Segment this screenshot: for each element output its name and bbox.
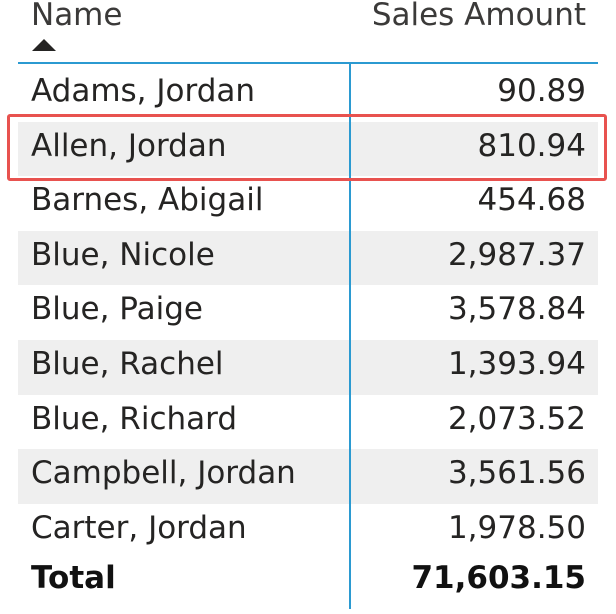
sort-ascending-icon[interactable]: [32, 39, 56, 51]
cell-sales-amount: 3,561.56: [447, 455, 586, 492]
table-row[interactable]: Barnes, Abigail 454.68: [18, 176, 598, 231]
table-row[interactable]: Blue, Richard 2,073.52: [18, 395, 598, 450]
cell-sales-amount: 810.94: [477, 127, 586, 164]
table-body: Adams, Jordan 90.89 Allen, Jordan 810.94…: [18, 67, 598, 614]
cell-name: Allen, Jordan: [31, 127, 227, 164]
column-header-sales-amount[interactable]: Sales Amount: [371, 0, 586, 33]
cell-sales-amount: 90.89: [497, 73, 586, 109]
cell-sales-amount: 454.68: [477, 182, 586, 219]
cell-name: Blue, Richard: [31, 400, 238, 437]
table-row[interactable]: Carter, Jordan 1,978.50: [18, 504, 598, 559]
cell-sales-amount: 1,393.94: [447, 345, 586, 382]
total-amount: 71,603.15: [411, 560, 586, 597]
table-row[interactable]: Allen, Jordan 810.94: [18, 121, 598, 177]
column-header-name[interactable]: Name: [31, 0, 123, 33]
cell-sales-amount: 2,987.37: [447, 236, 586, 273]
total-row: Total 71,603.15: [18, 558, 598, 614]
cell-sales-amount: 3,578.84: [447, 291, 586, 328]
cell-name: Blue, Paige: [31, 291, 203, 328]
cell-name: Blue, Nicole: [31, 236, 215, 273]
table-row[interactable]: Blue, Paige 3,578.84: [18, 285, 598, 340]
cell-name: Adams, Jordan: [31, 73, 256, 109]
cell-sales-amount: 2,073.52: [447, 400, 586, 437]
table-visual: Name Sales Amount Adams, Jordan 90.89 Al…: [18, 0, 598, 609]
cell-name: Carter, Jordan: [31, 509, 247, 546]
cell-sales-amount: 1,978.50: [447, 509, 586, 546]
total-label: Total: [31, 560, 116, 597]
table-row[interactable]: Blue, Nicole 2,987.37: [18, 230, 598, 286]
cell-name: Barnes, Abigail: [31, 182, 264, 219]
cell-name: Blue, Rachel: [31, 345, 224, 382]
table-row[interactable]: Adams, Jordan 90.89: [18, 67, 598, 122]
column-divider: [349, 62, 351, 609]
table-row[interactable]: Blue, Rachel 1,393.94: [18, 339, 598, 395]
table-header: Name Sales Amount: [18, 0, 598, 62]
table-row[interactable]: Campbell, Jordan 3,561.56: [18, 449, 598, 504]
header-divider: [18, 62, 598, 64]
cell-name: Campbell, Jordan: [31, 455, 296, 492]
